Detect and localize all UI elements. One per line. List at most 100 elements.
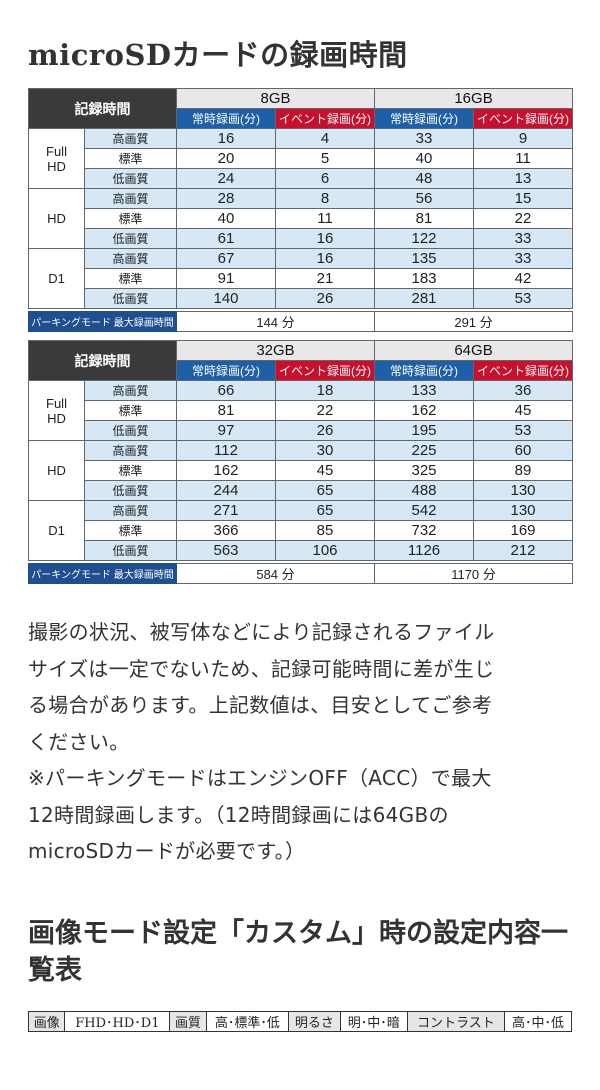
table-row: 低画質 563 106 1126 212 <box>29 540 574 561</box>
resolution-label: D1 <box>28 248 85 309</box>
parking-mode-value: 1170 分 <box>374 563 573 584</box>
resolution-label: D1 <box>28 500 85 561</box>
note-line: microSDカードが必要です。） <box>28 839 306 863</box>
event-minutes-cell: 15 <box>473 188 574 209</box>
resolution-label-line: HD <box>47 211 66 226</box>
quality-label: 低画質 <box>84 420 177 441</box>
page-title: microSDカードの録画時間 <box>28 38 408 72</box>
parking-mode-value: 291 分 <box>374 311 573 332</box>
resolution-label: HD <box>28 188 85 249</box>
parking-mode-row: パーキングモード 最大録画時間 584 分 1170 分 <box>28 563 573 584</box>
normal-minutes-cell: 48 <box>374 168 475 189</box>
normal-minutes-cell: 24 <box>176 168 276 189</box>
table-row: 標準 81 22 162 45 <box>29 400 574 421</box>
normal-minutes-cell: 16 <box>176 128 276 149</box>
note-line: 撮影の状況、被写体などにより記録されるファイル <box>28 620 495 644</box>
note-line: ください。 <box>28 729 130 754</box>
resolution-label-line: Full <box>46 395 67 411</box>
normal-recording-header: 常時録画(分) <box>374 108 475 129</box>
normal-recording-header: 常時録画(分) <box>374 360 475 381</box>
event-minutes-cell: 85 <box>274 520 376 541</box>
table-row: 低画質 24 6 48 13 <box>29 168 574 189</box>
table-header-label: 記録時間 <box>28 88 177 129</box>
event-recording-header: イベント録画(分) <box>274 360 376 381</box>
quality-label: 標準 <box>84 400 177 421</box>
normal-minutes-cell: 33 <box>374 128 475 149</box>
capacity-header: 8GB <box>175 88 376 109</box>
parking-mode-row: パーキングモード 最大録画時間 144 分 291 分 <box>28 311 573 332</box>
capacity-header: 32GB <box>175 340 376 361</box>
event-minutes-cell: 53 <box>473 288 574 309</box>
normal-minutes-cell: 133 <box>374 380 475 401</box>
normal-minutes-cell: 732 <box>374 520 475 541</box>
note-line: サイズは一定でないため、記録可能時間に差が生じ <box>28 656 495 681</box>
quality-label: 高画質 <box>84 440 177 461</box>
table-row: 標準 162 45 325 89 <box>29 460 574 481</box>
table-row: 低画質 61 16 122 33 <box>29 228 574 249</box>
event-minutes-cell: 11 <box>274 208 376 229</box>
normal-minutes-cell: 81 <box>374 208 475 229</box>
event-minutes-cell: 6 <box>274 168 376 189</box>
normal-minutes-cell: 271 <box>176 500 276 521</box>
event-recording-header: イベント録画(分) <box>473 360 574 381</box>
normal-minutes-cell: 162 <box>176 460 276 481</box>
quality-label: 標準 <box>84 520 177 541</box>
event-minutes-cell: 65 <box>274 480 376 501</box>
setting-key: 画像 <box>27 1011 66 1032</box>
event-minutes-cell: 65 <box>274 500 376 521</box>
quality-label: 標準 <box>84 268 177 289</box>
parking-mode-label: パーキングモード 最大録画時間 <box>28 311 177 332</box>
table-row: D1 高画質 67 16 135 33 <box>28 248 574 309</box>
normal-minutes-cell: 20 <box>176 148 276 169</box>
capacity-header: 64GB <box>374 340 574 361</box>
quality-label: 低画質 <box>84 228 177 249</box>
custom-settings-table: 画像 FHD･HD･D1 画質 高･標準･低 明るさ 明･中･暗 コントラスト … <box>27 1011 573 1032</box>
table-row: HD 高画質 112 30 225 60 <box>28 440 574 501</box>
normal-minutes-cell: 225 <box>374 440 475 461</box>
table-row: 標準 91 21 183 42 <box>29 268 574 289</box>
event-minutes-cell: 26 <box>274 420 376 441</box>
quality-label: 標準 <box>84 148 177 169</box>
event-minutes-cell: 42 <box>473 268 574 289</box>
event-minutes-cell: 89 <box>473 460 574 481</box>
event-minutes-cell: 60 <box>473 440 574 461</box>
normal-minutes-cell: 488 <box>374 480 475 501</box>
resolution-label-line: Full <box>46 143 67 159</box>
normal-minutes-cell: 244 <box>176 480 276 501</box>
event-minutes-cell: 9 <box>473 128 574 149</box>
parking-mode-value: 144 分 <box>176 311 375 332</box>
table-header-label: 記録時間 <box>28 340 177 381</box>
table-row: HD 高画質 28 8 56 15 <box>28 188 574 249</box>
table-row: 低画質 140 26 281 53 <box>29 288 574 309</box>
quality-label: 低画質 <box>84 480 177 501</box>
quality-label: 標準 <box>84 460 177 481</box>
normal-minutes-cell: 1126 <box>374 540 475 561</box>
table-row: Full HD 高画質 16 4 33 9 <box>28 128 574 189</box>
quality-label: 低画質 <box>84 288 177 309</box>
quality-label: 高画質 <box>84 380 177 401</box>
event-minutes-cell: 21 <box>274 268 376 289</box>
resolution-label: Full HD <box>28 380 85 441</box>
event-minutes-cell: 53 <box>473 420 574 441</box>
quality-label: 低画質 <box>84 540 177 561</box>
quality-label: 高画質 <box>84 188 177 209</box>
table-row: 標準 40 11 81 22 <box>29 208 574 229</box>
normal-minutes-cell: 162 <box>374 400 475 421</box>
event-minutes-cell: 33 <box>473 228 574 249</box>
event-minutes-cell: 16 <box>274 248 376 269</box>
recording-table: 記録時間 32GB 64GB 常時録画(分) イベント録画(分) 常時録画(分) イベント録… <box>28 340 574 561</box>
table-row: 標準 366 85 732 169 <box>29 520 574 541</box>
resolution-label-line: HD <box>47 463 66 478</box>
event-minutes-cell: 45 <box>274 460 376 481</box>
normal-minutes-cell: 40 <box>374 148 475 169</box>
normal-minutes-cell: 28 <box>176 188 276 209</box>
event-minutes-cell: 22 <box>473 208 574 229</box>
normal-minutes-cell: 366 <box>176 520 276 541</box>
normal-minutes-cell: 183 <box>374 268 475 289</box>
parking-mode-value: 584 分 <box>176 563 375 584</box>
normal-minutes-cell: 281 <box>374 288 475 309</box>
normal-minutes-cell: 195 <box>374 420 475 441</box>
event-minutes-cell: 169 <box>473 520 574 541</box>
quality-label: 高画質 <box>84 500 177 521</box>
normal-minutes-cell: 91 <box>176 268 276 289</box>
